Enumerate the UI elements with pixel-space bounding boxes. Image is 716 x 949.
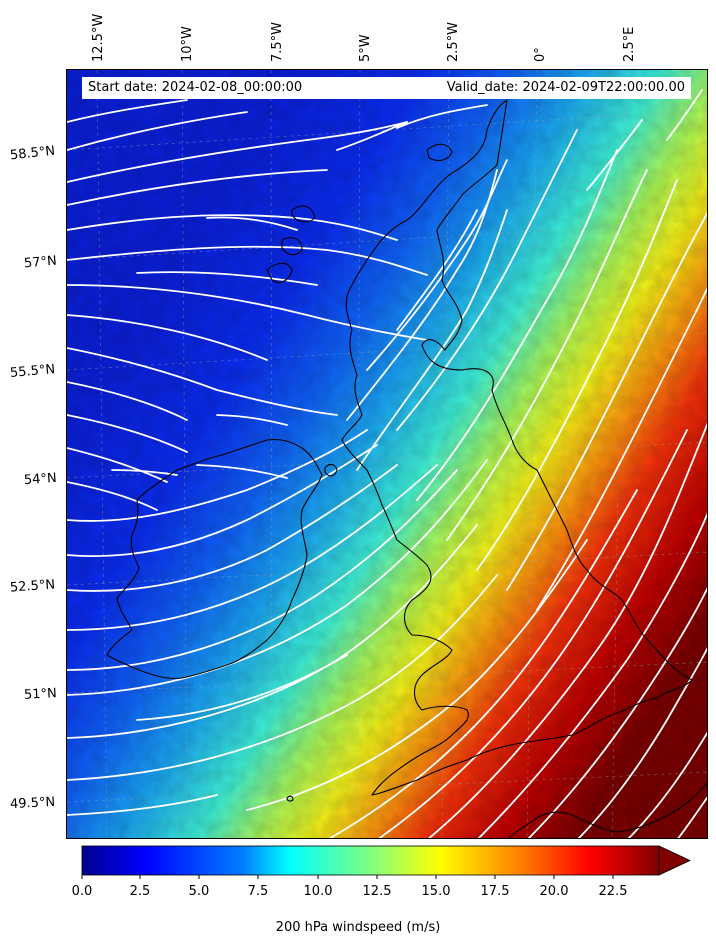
colorbar-tick-5: 12.5: [362, 884, 392, 899]
lat-label-51n: 51°N: [23, 686, 58, 703]
valid-date-label: Valid_date: 2024-02-09T22:00:00.00: [446, 80, 685, 95]
windspeed-map: [67, 70, 707, 838]
colorbar-extend-max: [658, 845, 691, 876]
colorbar-tick-3: 7.5: [247, 884, 269, 899]
france-coast: [508, 781, 707, 838]
isle-of-man-coast: [324, 463, 338, 477]
ireland-coast: [106, 438, 323, 679]
colorbar-tick-2: 5.0: [188, 884, 210, 899]
scilly-coast: [286, 795, 294, 802]
colorbar-ticks: [81, 875, 614, 879]
lat-label-57n: 57°N: [23, 253, 58, 272]
colorbar-tick-9: 22.5: [598, 884, 628, 899]
info-box: Start date: 2024-02-08_00:00:00 Valid_da…: [82, 77, 691, 99]
lat-label-55.5n: 55.5°N: [9, 362, 56, 381]
colorbar-tick-1: 2.5: [129, 884, 151, 899]
lat-label-49.5n: 49.5°N: [9, 794, 56, 813]
hebrides-coast: [266, 205, 316, 283]
orkney-coast: [426, 143, 453, 162]
colorbar-gradient: [81, 845, 660, 876]
lon-label-7.5w: 7.5°W: [270, 21, 285, 62]
lon-label-2.5e: 2.5°E: [622, 26, 637, 62]
field-texture: [67, 70, 707, 838]
colorbar-tick-6: 15.0: [421, 884, 451, 899]
colorbar-tick-0: 0.0: [71, 884, 93, 899]
lat-label-58.5n: 58.5°N: [9, 143, 56, 164]
lon-label-5w: 5°W: [358, 34, 373, 62]
lon-label-2.5w: 2.5°W: [446, 21, 461, 62]
lat-label-54n: 54°N: [23, 470, 58, 489]
map-panel[interactable]: [66, 69, 708, 839]
colorbar-label: 200 hPa windspeed (m/s): [275, 920, 441, 935]
coastlines: [106, 99, 707, 838]
colorbar-tick-4: 10.0: [303, 884, 333, 899]
start-date-label: Start date: 2024-02-08_00:00:00: [88, 80, 303, 95]
lat-label-52.5n: 52.5°N: [9, 577, 56, 596]
colorbar-tick-8: 20.0: [539, 884, 569, 899]
great-britain-coast: [341, 99, 693, 796]
lon-label-0: 0°: [533, 47, 548, 62]
streamlines: [67, 89, 707, 838]
lon-label-10w: 10°W: [180, 26, 195, 62]
lon-label-12.5w: 12.5°W: [91, 13, 106, 62]
colorbar-tick-7: 17.5: [480, 884, 510, 899]
